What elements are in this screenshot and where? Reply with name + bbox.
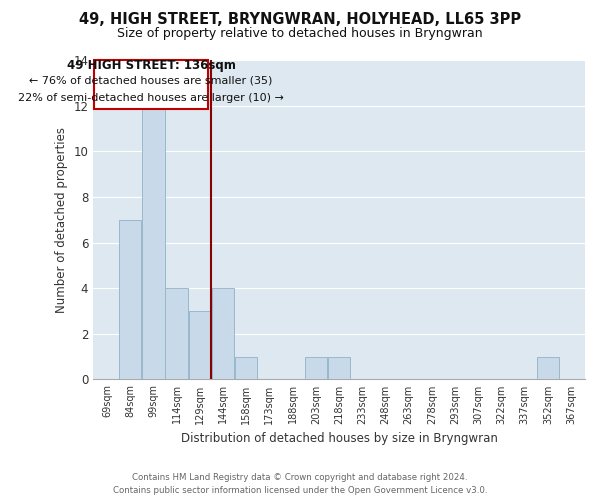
Text: 49 HIGH STREET: 136sqm: 49 HIGH STREET: 136sqm: [67, 59, 236, 72]
Bar: [166, 288, 188, 380]
Text: Contains HM Land Registry data © Crown copyright and database right 2024.
Contai: Contains HM Land Registry data © Crown c…: [113, 474, 487, 495]
Text: Size of property relative to detached houses in Bryngwran: Size of property relative to detached ho…: [117, 28, 483, 40]
Bar: [119, 220, 142, 380]
Y-axis label: Number of detached properties: Number of detached properties: [55, 126, 68, 312]
Bar: [212, 288, 234, 380]
Bar: [94, 60, 208, 109]
Text: 49, HIGH STREET, BRYNGWRAN, HOLYHEAD, LL65 3PP: 49, HIGH STREET, BRYNGWRAN, HOLYHEAD, LL…: [79, 12, 521, 28]
X-axis label: Distribution of detached houses by size in Bryngwran: Distribution of detached houses by size …: [181, 432, 497, 445]
Bar: [142, 106, 164, 380]
Text: ← 76% of detached houses are smaller (35): ← 76% of detached houses are smaller (35…: [29, 76, 273, 86]
Bar: [305, 356, 327, 380]
Bar: [188, 311, 211, 380]
Bar: [536, 356, 559, 380]
Bar: [328, 356, 350, 380]
Bar: [235, 356, 257, 380]
Text: 22% of semi-detached houses are larger (10) →: 22% of semi-detached houses are larger (…: [18, 92, 284, 102]
